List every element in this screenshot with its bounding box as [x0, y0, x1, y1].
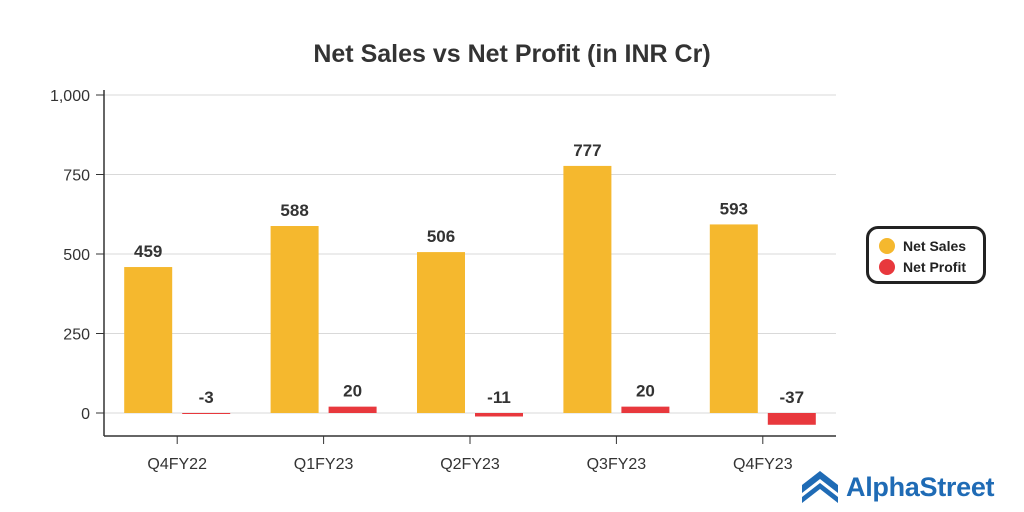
legend-item-net-profit: Net Profit — [879, 256, 983, 277]
bar-net-profit-q3fy23 — [621, 406, 670, 413]
data-label-net-profit-q2fy23: -11 — [487, 388, 511, 407]
y-tick-label: 500 — [63, 247, 90, 264]
data-labels: 459 -3 588 20 506 -11 777 20 593 -37 — [134, 141, 804, 407]
legend-swatch-net-sales — [879, 237, 895, 254]
x-tick-label: Q4FY22 — [147, 456, 207, 473]
data-label-net-profit-q1fy23: 20 — [343, 382, 362, 401]
y-tick-label: 0 — [81, 406, 90, 423]
x-tick-label: Q1FY23 — [294, 456, 354, 473]
brand: AlphaStreet — [800, 467, 995, 507]
brand-name: AlphaStreet — [846, 471, 995, 502]
bar-net-sales-q4fy22 — [124, 267, 173, 413]
legend-item-net-sales: Net Sales — [879, 235, 983, 256]
data-label-net-profit-q4fy23: -37 — [780, 388, 805, 407]
alphastreet-logo-icon — [802, 471, 838, 503]
data-label-net-sales-q2fy23: 506 — [427, 227, 455, 246]
data-label-net-sales-q4fy23: 593 — [720, 199, 748, 218]
bar-net-sales-q4fy23 — [709, 224, 758, 413]
x-axis-ticks: Q4FY22 Q1FY23 Q2FY23 Q3FY23 Q4FY23 — [147, 436, 793, 473]
data-label-net-sales-q4fy22: 459 — [134, 242, 162, 261]
legend-label-net-sales: Net Sales — [903, 237, 967, 254]
bar-net-profit-q4fy23 — [767, 413, 816, 425]
data-label-net-sales-q1fy23: 588 — [280, 201, 308, 220]
legend-label-net-profit: Net Profit — [903, 258, 966, 275]
bar-net-sales-q2fy23 — [417, 252, 465, 413]
legend: Net Sales Net Profit — [866, 226, 986, 284]
y-tick-label: 750 — [63, 168, 90, 185]
y-tick-label: 250 — [63, 327, 90, 344]
data-label-net-profit-q4fy22: -3 — [199, 388, 214, 407]
data-label-net-profit-q3fy23: 20 — [636, 382, 655, 401]
bar-net-profit-q2fy23 — [475, 413, 523, 417]
bar-net-profit-q1fy23 — [328, 406, 377, 413]
x-tick-label: Q2FY23 — [440, 456, 500, 473]
data-label-net-sales-q3fy23: 777 — [573, 141, 601, 160]
y-tick-label: 1,000 — [50, 88, 90, 105]
bars — [124, 165, 816, 425]
legend-swatch-net-profit — [879, 258, 895, 275]
bar-net-profit-q4fy22 — [182, 413, 231, 414]
x-tick-label: Q3FY23 — [587, 456, 647, 473]
bar-net-sales-q3fy23 — [563, 165, 612, 413]
y-axis-ticks: 0 250 500 750 1,000 — [50, 88, 104, 423]
x-tick-label: Q4FY23 — [733, 456, 793, 473]
bar-net-sales-q1fy23 — [270, 226, 319, 413]
chart-title: Net Sales vs Net Profit (in INR Cr) — [313, 40, 710, 68]
